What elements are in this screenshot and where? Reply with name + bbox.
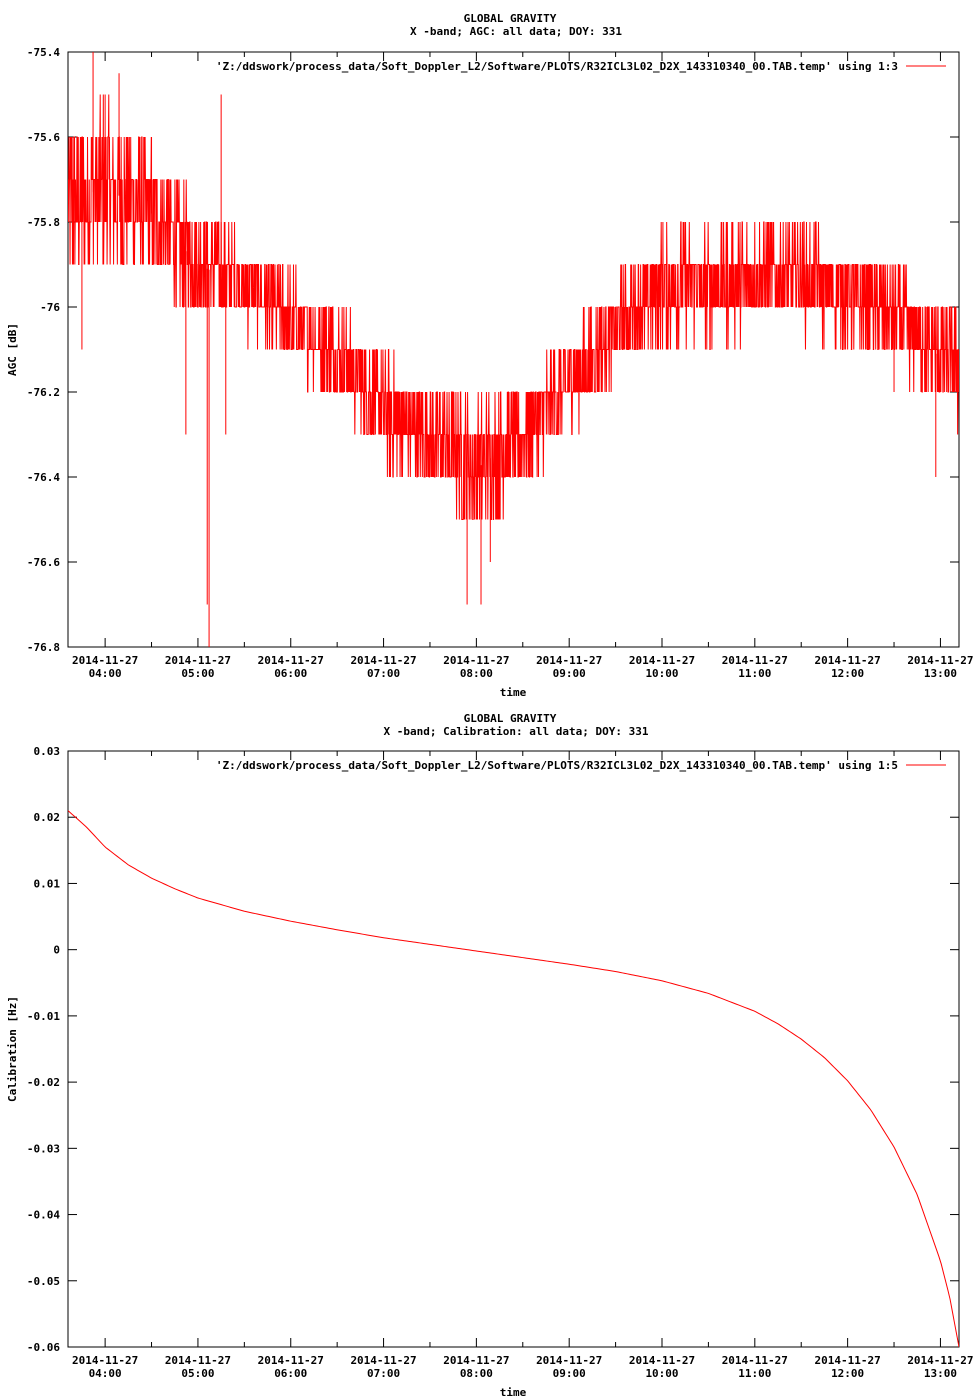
chart-subtitle: X -band; AGC: all data; DOY: 331 <box>410 25 622 38</box>
legend-label: 'Z:/ddswork/process_data/Soft_Doppler_L2… <box>216 60 898 73</box>
x-tick-time-label: 08:00 <box>460 1367 493 1380</box>
y-tick-label: -0.02 <box>27 1076 60 1089</box>
y-tick-label: -76.2 <box>27 386 60 399</box>
x-tick-time-label: 12:00 <box>831 667 864 680</box>
x-axis-label: time <box>500 1386 527 1399</box>
x-tick-time-label: 11:00 <box>738 667 771 680</box>
y-tick-label: 0.03 <box>34 745 61 758</box>
y-tick-label: -75.4 <box>27 46 60 59</box>
x-tick-date-label: 2014-11-27 <box>258 654 324 667</box>
agc-series-line <box>68 94 959 520</box>
x-tick-date-label: 2014-11-27 <box>165 1354 231 1367</box>
chart-subtitle: X -band; Calibration: all data; DOY: 331 <box>384 725 649 738</box>
y-tick-label: -76 <box>40 301 60 314</box>
x-tick-time-label: 09:00 <box>553 667 586 680</box>
x-axis-label: time <box>500 686 527 699</box>
plot-frame <box>67 51 960 648</box>
y-tick-label: -76.8 <box>27 641 60 654</box>
x-tick-date-label: 2014-11-27 <box>165 654 231 667</box>
x-tick-date-label: 2014-11-27 <box>722 1354 788 1367</box>
x-tick-time-label: 07:00 <box>367 667 400 680</box>
chart-title: GLOBAL GRAVITY <box>464 12 557 25</box>
y-tick-label: -0.03 <box>27 1142 60 1155</box>
y-tick-label: 0 <box>53 944 60 957</box>
x-tick-time-label: 10:00 <box>645 667 678 680</box>
x-tick-time-label: 04:00 <box>89 1367 122 1380</box>
x-tick-date-label: 2014-11-27 <box>443 1354 509 1367</box>
y-axis-label: AGC [dB] <box>6 323 19 376</box>
x-tick-time-label: 04:00 <box>89 667 122 680</box>
x-tick-date-label: 2014-11-27 <box>258 1354 324 1367</box>
y-tick-label: -76.6 <box>27 556 60 569</box>
y-axis-label: Calibration [Hz] <box>6 996 19 1102</box>
x-tick-time-label: 11:00 <box>738 1367 771 1380</box>
x-tick-time-label: 08:00 <box>460 667 493 680</box>
x-tick-date-label: 2014-11-27 <box>629 654 695 667</box>
x-tick-date-label: 2014-11-27 <box>907 1354 973 1367</box>
y-tick-label: 0.01 <box>34 877 61 890</box>
x-tick-time-label: 13:00 <box>924 667 957 680</box>
x-tick-date-label: 2014-11-27 <box>722 654 788 667</box>
y-tick-label: -75.8 <box>27 216 60 229</box>
x-tick-date-label: 2014-11-27 <box>815 1354 881 1367</box>
x-tick-time-label: 07:00 <box>367 1367 400 1380</box>
chart-title: GLOBAL GRAVITY <box>464 712 557 725</box>
x-tick-time-label: 12:00 <box>831 1367 864 1380</box>
x-tick-time-label: 13:00 <box>924 1367 957 1380</box>
y-tick-label: -0.06 <box>27 1341 60 1354</box>
x-tick-time-label: 06:00 <box>274 1367 307 1380</box>
x-tick-date-label: 2014-11-27 <box>72 1354 138 1367</box>
x-tick-date-label: 2014-11-27 <box>536 654 602 667</box>
x-tick-date-label: 2014-11-27 <box>815 654 881 667</box>
x-tick-time-label: 09:00 <box>553 1367 586 1380</box>
y-tick-label: -0.05 <box>27 1275 60 1288</box>
x-tick-time-label: 05:00 <box>181 1367 214 1380</box>
x-tick-time-label: 05:00 <box>181 667 214 680</box>
y-tick-label: -0.04 <box>27 1209 60 1222</box>
y-tick-label: 0.02 <box>34 811 61 824</box>
y-tick-label: -0.01 <box>27 1010 60 1023</box>
plot-frame <box>67 750 960 1348</box>
x-tick-date-label: 2014-11-27 <box>443 654 509 667</box>
y-tick-label: -76.4 <box>27 471 60 484</box>
x-tick-date-label: 2014-11-27 <box>907 654 973 667</box>
x-tick-time-label: 10:00 <box>645 1367 678 1380</box>
x-tick-date-label: 2014-11-27 <box>72 654 138 667</box>
x-tick-date-label: 2014-11-27 <box>536 1354 602 1367</box>
x-tick-date-label: 2014-11-27 <box>350 1354 416 1367</box>
x-tick-date-label: 2014-11-27 <box>629 1354 695 1367</box>
x-tick-time-label: 06:00 <box>274 667 307 680</box>
legend-label: 'Z:/ddswork/process_data/Soft_Doppler_L2… <box>216 759 898 772</box>
x-tick-date-label: 2014-11-27 <box>350 654 416 667</box>
calibration-series-line <box>68 810 959 1347</box>
y-tick-label: -75.6 <box>27 131 60 144</box>
